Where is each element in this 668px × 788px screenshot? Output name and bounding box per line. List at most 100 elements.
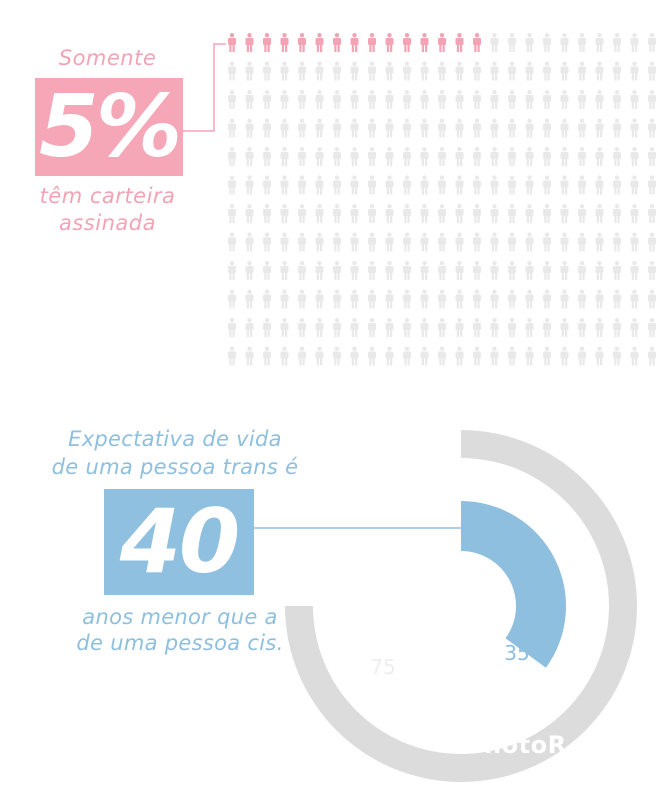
person-icon (315, 61, 324, 81)
person-icon (403, 261, 411, 280)
person-icon (263, 118, 271, 138)
person-icon (508, 90, 516, 109)
person-icon (438, 147, 446, 166)
person-icon (438, 318, 446, 337)
percent-highlight-box: 5% (35, 78, 183, 176)
carteira-caption-line1: têm carteira (39, 184, 176, 208)
person-icon (315, 318, 324, 337)
person-icon (473, 346, 481, 366)
person-icon (368, 289, 376, 309)
person-icon (245, 289, 254, 309)
person-icon (420, 118, 429, 138)
person-icon (455, 289, 464, 309)
expectativa-caption-line2: de uma pessoa trans é (51, 455, 299, 479)
person-icon (455, 61, 464, 81)
person-icon (473, 90, 481, 109)
person-icon (403, 318, 411, 337)
person-icon (438, 289, 446, 309)
person-icon (595, 61, 604, 81)
person-icon (228, 346, 236, 366)
person-icon (280, 346, 289, 366)
person-icon (368, 346, 376, 366)
person-icon (508, 318, 516, 337)
person-icon (648, 118, 656, 138)
person-icon (490, 118, 499, 138)
person-icon (368, 261, 376, 280)
person-icon (315, 118, 324, 138)
person-icon (350, 90, 359, 109)
person-icon (263, 318, 271, 337)
person-icon (543, 175, 551, 195)
person-icon (263, 147, 271, 166)
person-icon (473, 175, 481, 195)
donut-slice-75 (285, 430, 637, 782)
person-icon-highlighted (263, 33, 271, 52)
person-icon (438, 204, 446, 223)
person-icon (595, 232, 604, 252)
person-icon (525, 175, 534, 195)
years-highlight-box: 40 (104, 489, 254, 595)
person-icon (525, 318, 534, 337)
person-icon (630, 204, 639, 223)
years-value: 40 (119, 490, 240, 593)
person-icon-highlighted (385, 33, 394, 52)
person-icon (525, 232, 534, 252)
person-icon (525, 118, 534, 138)
person-icon (368, 175, 376, 195)
person-icon (403, 118, 411, 138)
person-icon (560, 318, 569, 337)
person-icon (438, 175, 446, 195)
person-icon (578, 261, 586, 280)
person-icon (490, 33, 499, 52)
person-icon (333, 261, 341, 280)
person-icon (543, 33, 551, 52)
person-icon (560, 175, 569, 195)
person-icon (543, 204, 551, 223)
person-icon (508, 175, 516, 195)
person-icon (543, 61, 551, 81)
person-icon (315, 175, 324, 195)
person-icon (455, 232, 464, 252)
person-icon (630, 33, 639, 52)
person-icon (350, 147, 359, 166)
person-icon (613, 346, 621, 366)
person-icon (595, 118, 604, 138)
person-icon (648, 33, 656, 52)
person-icon (263, 289, 271, 309)
person-icon (263, 175, 271, 195)
person-icon (595, 90, 604, 109)
person-icon (333, 61, 341, 81)
person-icon (350, 346, 359, 366)
person-icon (333, 289, 341, 309)
person-icon (508, 33, 516, 52)
person-icon (508, 204, 516, 223)
person-icon (490, 318, 499, 337)
person-icon-highlighted (298, 33, 306, 52)
person-icon (630, 118, 639, 138)
person-icon (333, 204, 341, 223)
person-icon (525, 33, 534, 52)
person-icon (280, 90, 289, 109)
person-icon (315, 261, 324, 280)
person-icon (560, 346, 569, 366)
person-icon (525, 204, 534, 223)
person-icon (543, 261, 551, 280)
person-icon-highlighted (438, 33, 446, 52)
person-icon (490, 289, 499, 309)
person-icon (455, 261, 464, 280)
person-icon (420, 90, 429, 109)
person-icon (368, 90, 376, 109)
person-icon (263, 90, 271, 109)
person-icon (315, 289, 324, 309)
person-icon (333, 346, 341, 366)
person-icon (508, 61, 516, 81)
person-icon (438, 261, 446, 280)
person-icon (333, 147, 341, 166)
person-icon (595, 147, 604, 166)
person-icon (473, 61, 481, 81)
person-icon (648, 90, 656, 109)
person-icon (263, 261, 271, 280)
person-icon (490, 61, 499, 81)
